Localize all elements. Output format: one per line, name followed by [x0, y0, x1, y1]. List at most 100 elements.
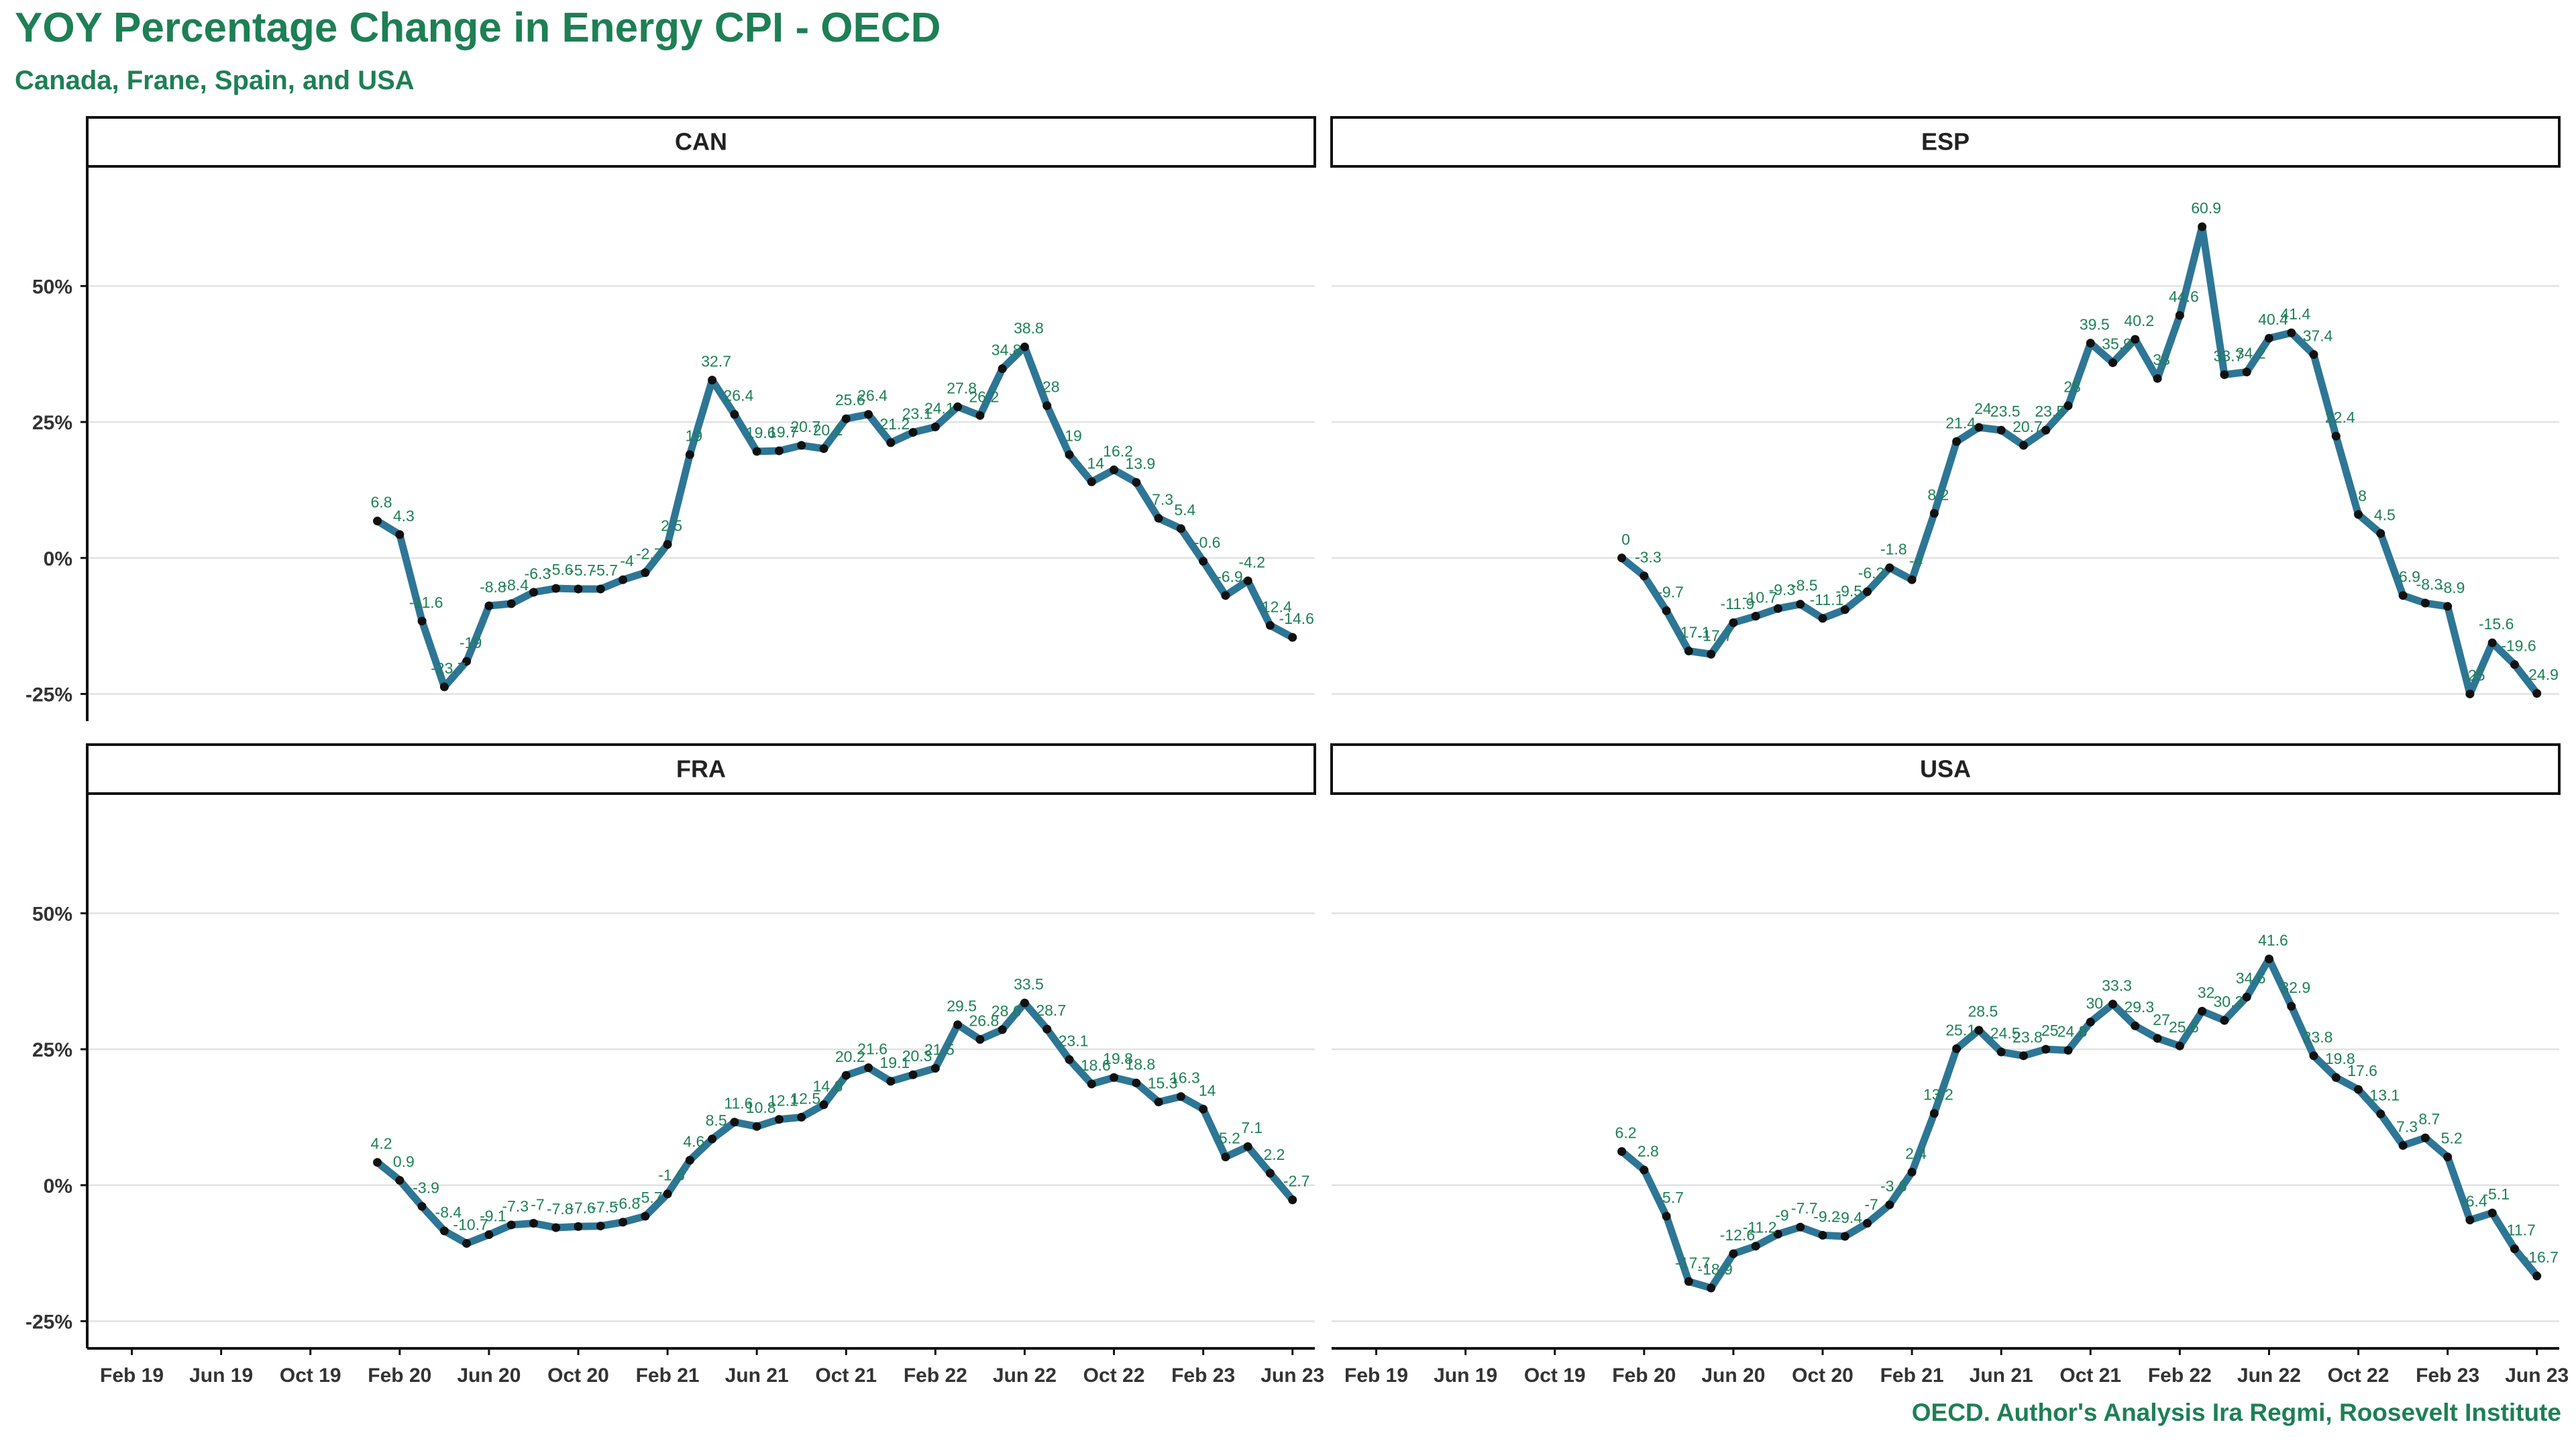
- data-label: 41.4: [2280, 305, 2310, 323]
- data-point: [1199, 1104, 1208, 1114]
- data-point: [841, 414, 851, 423]
- data-label: -14.6: [1279, 610, 1314, 627]
- data-point: [1065, 450, 1074, 460]
- y-tick-label: 25%: [32, 412, 72, 434]
- data-point: [1110, 1073, 1119, 1082]
- data-label: 19: [686, 427, 703, 445]
- data-label: -2.7: [1283, 1173, 1310, 1190]
- data-label: 28.5: [1968, 1003, 1998, 1020]
- data-point: [864, 410, 873, 419]
- x-tick-label: Feb 23: [2416, 1364, 2479, 1387]
- data-label: 20.3: [902, 1047, 932, 1065]
- data-point: [1132, 1078, 1141, 1087]
- data-label: 6.8: [371, 494, 392, 511]
- data-point: [886, 1077, 896, 1086]
- data-point: [641, 568, 650, 578]
- data-point: [1020, 342, 1029, 352]
- chart-caption: OECD. Author's Analysis Ira Regmi, Roose…: [1911, 1399, 2561, 1426]
- data-label: 10.8: [746, 1099, 776, 1116]
- data-point: [1796, 1222, 1805, 1232]
- data-point: [506, 1220, 516, 1230]
- data-point: [2131, 1021, 2140, 1030]
- data-point: [417, 1201, 427, 1211]
- data-label: 20.7: [790, 418, 820, 435]
- data-label: -3.9: [413, 1179, 439, 1196]
- data-point: [908, 1070, 918, 1079]
- data-point: [975, 1034, 985, 1044]
- data-label: 14.8: [813, 1077, 843, 1095]
- x-tick-label: Oct 22: [2328, 1364, 2390, 1387]
- data-point: [2220, 370, 2229, 380]
- data-label: -9: [1775, 1207, 1788, 1224]
- data-point: [1684, 1277, 1693, 1286]
- data-label: 41.6: [2258, 931, 2288, 949]
- data-label: 28: [2063, 378, 2081, 396]
- facet-panel-usa: USA Feb 19 Jun 19 Oct 19 Feb 20 Jun 20 Oct 20 F…: [1330, 743, 2569, 1387]
- data-point: [506, 599, 516, 608]
- data-point: [1154, 1097, 1163, 1107]
- data-point: [1640, 1165, 1649, 1175]
- data-point: [439, 682, 449, 692]
- data-point: [2465, 689, 2475, 698]
- data-point: [819, 1100, 828, 1110]
- data-point: [2086, 339, 2095, 348]
- x-tick-label: Feb 21: [636, 1364, 700, 1387]
- data-label: -5.7: [569, 561, 596, 579]
- data-point: [1863, 587, 1872, 596]
- data-point: [2198, 1006, 2207, 1016]
- x-tick-label: Feb 22: [904, 1364, 967, 1387]
- data-label: 25.1: [1945, 1021, 1976, 1038]
- data-point: [2532, 1271, 2542, 1281]
- data-label: 19.7: [768, 423, 798, 441]
- data-label: 39.5: [2080, 316, 2110, 333]
- data-point: [1907, 1167, 1917, 1177]
- data-label: 38.8: [1014, 319, 1044, 337]
- data-label: 19.6: [746, 424, 776, 441]
- data-point: [1863, 1219, 1872, 1228]
- data-label: 11.6: [724, 1095, 753, 1112]
- data-label: 26.8: [969, 1012, 1000, 1029]
- data-label: 24.5: [1990, 1024, 2021, 1042]
- data-label: 13.1: [2369, 1087, 2400, 1104]
- data-point: [1996, 425, 2006, 435]
- data-label: 44.6: [2169, 288, 2199, 305]
- data-label: -12.4: [1256, 598, 1292, 615]
- data-point: [998, 1025, 1007, 1034]
- data-point: [1840, 605, 1849, 614]
- data-label: -3.6: [1880, 1177, 1907, 1195]
- x-tick-label: Oct 20: [547, 1364, 609, 1387]
- data-point: [663, 539, 672, 549]
- data-label: -8.5: [1791, 577, 1818, 594]
- data-label: 0: [1621, 531, 1630, 548]
- data-point: [2376, 1110, 2385, 1119]
- data-point: [1288, 633, 1297, 642]
- data-label: 30: [2086, 995, 2103, 1012]
- data-label: -11.2: [1743, 1219, 1777, 1236]
- data-point: [1729, 618, 1738, 627]
- data-label: 32.9: [2280, 979, 2310, 996]
- data-point: [619, 575, 628, 584]
- data-label: -4.2: [1238, 553, 1265, 571]
- data-point: [1773, 1230, 1782, 1239]
- data-label: -11.9: [1721, 595, 1755, 612]
- data-point: [2108, 358, 2118, 368]
- data-point: [395, 1175, 405, 1185]
- data-point: [1154, 514, 1163, 523]
- data-label: 21.5: [924, 1040, 955, 1058]
- data-point: [2108, 1000, 2118, 1009]
- data-point: [1996, 1047, 2006, 1057]
- data-label: -6.9: [2394, 568, 2420, 586]
- data-label: -11.7: [2502, 1222, 2536, 1239]
- data-label: 23.1: [902, 405, 932, 422]
- x-tick-label: Jun 21: [1970, 1364, 2033, 1387]
- data-point: [2287, 328, 2296, 337]
- data-label: -0.6: [1194, 534, 1221, 551]
- data-point: [1065, 1055, 1074, 1064]
- data-point: [663, 1189, 672, 1199]
- data-label: 15.3: [1148, 1075, 1178, 1092]
- x-tick-label: Jun 20: [1701, 1364, 1765, 1387]
- data-label: -5.6: [547, 561, 574, 578]
- data-label: 8: [2358, 487, 2367, 504]
- data-point: [1929, 1109, 1939, 1118]
- x-tick-label: Jun 21: [725, 1364, 789, 1387]
